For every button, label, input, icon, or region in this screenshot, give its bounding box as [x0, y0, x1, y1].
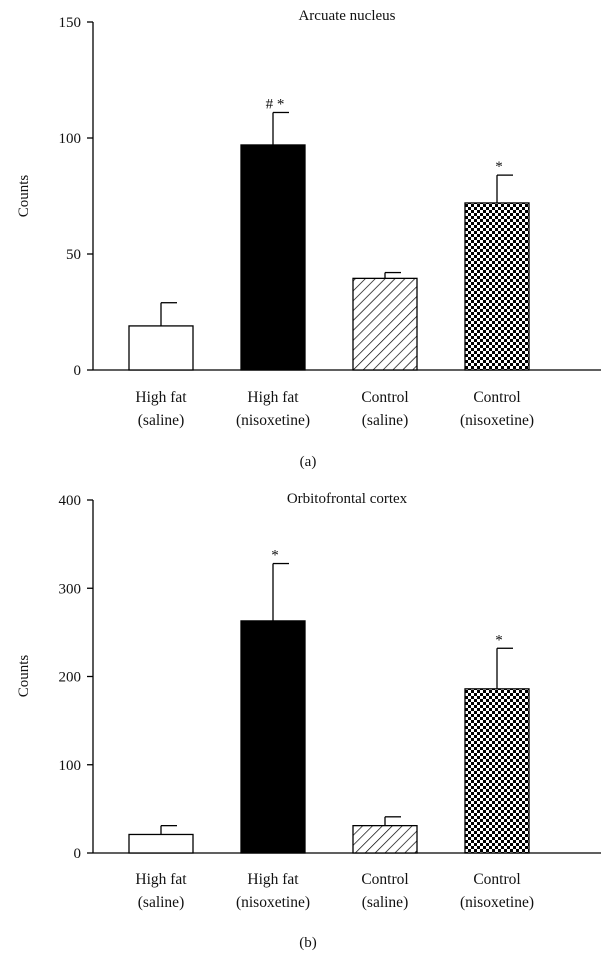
- y-tick-label: 100: [59, 131, 82, 147]
- chart-panel-b: Orbitofrontal cortex 0 100 200 300 400 Counts H…: [16, 491, 601, 951]
- category-sublabel: (nisoxetine): [236, 412, 310, 429]
- significance-marker: *: [495, 632, 503, 648]
- y-tick-label: 0: [74, 363, 82, 379]
- category-label: High fat: [247, 389, 299, 406]
- y-tick-label: 50: [66, 247, 81, 263]
- bar-3: [352, 824, 418, 854]
- category-label: Control: [361, 389, 408, 406]
- y-tick-label: 0: [74, 846, 82, 862]
- category-label: Control: [473, 389, 520, 406]
- category-label: Control: [473, 871, 520, 888]
- bar-2: [240, 620, 306, 854]
- chart-title: Orbitofrontal cortex: [287, 491, 408, 507]
- category-label: High fat: [247, 871, 299, 888]
- bar-2: [240, 144, 306, 371]
- bar-4: [464, 688, 530, 854]
- y-tick-label: 200: [59, 670, 82, 686]
- y-tick-label: 150: [59, 15, 82, 31]
- y-axis-label: Counts: [16, 175, 32, 218]
- category-label: Control: [361, 871, 408, 888]
- category-sublabel: (nisoxetine): [460, 412, 534, 429]
- category-label: High fat: [135, 871, 187, 888]
- category-sublabel: (saline): [362, 894, 408, 911]
- category-label: High fat: [135, 389, 187, 406]
- category-sublabel: (saline): [138, 894, 184, 911]
- category-sublabel: (saline): [138, 412, 184, 429]
- significance-marker: *: [495, 159, 503, 175]
- significance-marker: # *: [266, 96, 285, 112]
- y-tick-label: 100: [59, 758, 82, 774]
- panel-label: (b): [299, 935, 317, 951]
- category-sublabel: (nisoxetine): [236, 894, 310, 911]
- chart-title: Arcuate nucleus: [298, 8, 395, 24]
- category-sublabel: (nisoxetine): [460, 894, 534, 911]
- y-axis-label: Counts: [16, 655, 32, 698]
- y-tick-label: 400: [59, 493, 82, 509]
- chart-panel-a: Arcuate nucleus 0 50 100 150 Counts High fat (s…: [16, 8, 601, 470]
- significance-marker: *: [271, 548, 279, 564]
- panel-label: (a): [300, 454, 317, 470]
- bar-1: [128, 325, 194, 371]
- category-sublabel: (saline): [362, 412, 408, 429]
- bar-3: [352, 277, 418, 371]
- bar-1: [128, 833, 194, 854]
- bar-4: [464, 202, 530, 371]
- y-tick-label: 300: [59, 581, 82, 597]
